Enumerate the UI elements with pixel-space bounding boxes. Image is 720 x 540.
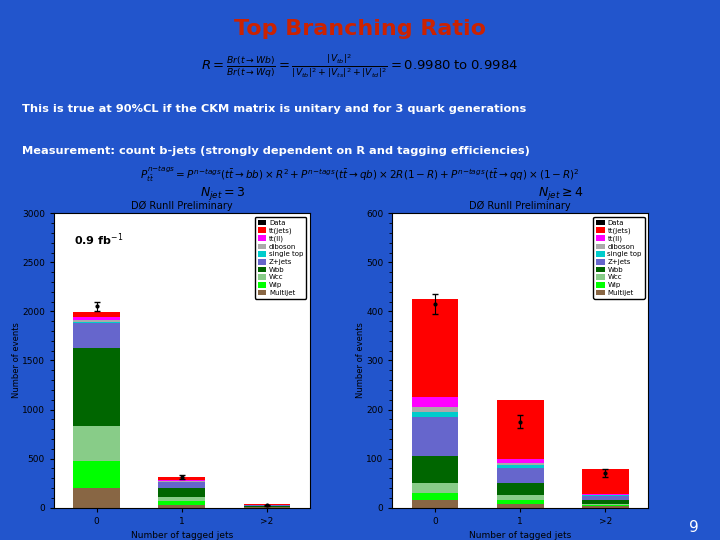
Bar (497, 463, 544, 465)
Bar (497, 468, 544, 483)
Bar (497, 500, 544, 504)
Bar (497, 504, 544, 508)
Bar (582, 469, 629, 494)
Text: 0.9 fb$^{-1}$: 0.9 fb$^{-1}$ (74, 231, 124, 247)
Bar (158, 501, 205, 505)
Bar (158, 477, 205, 481)
Text: $N_{jet}=3$: $N_{jet}=3$ (199, 185, 245, 201)
Bar (158, 497, 205, 501)
Bar (412, 397, 459, 407)
Legend: Data, tt(jets), tt(ll), diboson, single top, Z+jets, Wbb, Wcc, Wlp, Multijet: Data, tt(jets), tt(ll), diboson, single … (255, 217, 306, 299)
Bar (412, 299, 459, 397)
Bar (412, 493, 459, 500)
Bar (497, 495, 544, 500)
Bar (582, 496, 629, 500)
Bar (73, 322, 120, 323)
Bar (412, 456, 459, 483)
Text: Measurement: count b-jets (strongly dependent on R and tagging efficiencies): Measurement: count b-jets (strongly depe… (22, 146, 529, 156)
Bar (582, 494, 629, 495)
Y-axis label: Number of events: Number of events (356, 322, 365, 399)
Text: $P^{n\mathsf{-}tags}_{t\bar{t}} = P^{n\mathsf{-}tags}(t\bar{t} \rightarrow bb)\t: $P^{n\mathsf{-}tags}_{t\bar{t}} = P^{n\m… (140, 165, 580, 184)
X-axis label: Number of tagged jets: Number of tagged jets (130, 531, 233, 540)
Bar (412, 417, 459, 456)
Bar (497, 459, 544, 463)
Bar (412, 412, 459, 417)
Text: Top Branching Ratio: Top Branching Ratio (234, 19, 486, 39)
Bar (243, 506, 290, 507)
Text: This is true at 90%CL if the CKM matrix is unitary and for 3 quark generations: This is true at 90%CL if the CKM matrix … (22, 104, 526, 114)
X-axis label: Number of tagged jets: Number of tagged jets (469, 531, 572, 540)
Bar (73, 317, 120, 320)
Bar (73, 488, 120, 508)
Bar (243, 505, 290, 506)
Text: $N_{jet}\geq4$: $N_{jet}\geq4$ (538, 185, 584, 201)
Text: $R = \frac{Br(t \rightarrow Wb)}{Br(t \rightarrow Wq)} = \frac{|V_{tb}|^2}{|V_{t: $R = \frac{Br(t \rightarrow Wb)}{Br(t \r… (202, 52, 518, 80)
Bar (73, 426, 120, 461)
Bar (582, 505, 629, 506)
Bar (158, 505, 205, 508)
Title: DØ RunII Preliminary: DØ RunII Preliminary (469, 201, 571, 211)
Bar (73, 323, 120, 348)
Bar (73, 348, 120, 426)
Bar (73, 320, 120, 322)
Bar (412, 407, 459, 412)
Y-axis label: Number of events: Number of events (12, 322, 21, 399)
Bar (497, 465, 544, 468)
Bar (73, 461, 120, 488)
Text: 9: 9 (688, 519, 698, 535)
Bar (243, 504, 290, 505)
Bar (497, 483, 544, 495)
Bar (73, 312, 120, 317)
Legend: Data, tt(jets), tt(ll), diboson, single top, Z+jets, Wbb, Wcc, Wlp, Multijet: Data, tt(jets), tt(ll), diboson, single … (593, 217, 644, 299)
Bar (497, 400, 544, 459)
Bar (582, 500, 629, 504)
Bar (582, 504, 629, 505)
Bar (412, 483, 459, 493)
Bar (158, 482, 205, 488)
Title: DØ RunII Preliminary: DØ RunII Preliminary (131, 201, 233, 211)
Bar (158, 488, 205, 497)
Bar (412, 500, 459, 508)
Bar (582, 506, 629, 508)
